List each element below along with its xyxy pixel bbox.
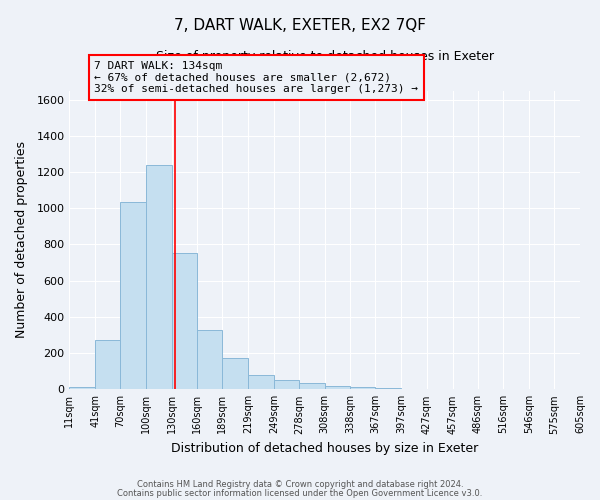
Text: 7 DART WALK: 134sqm
← 67% of detached houses are smaller (2,672)
32% of semi-det: 7 DART WALK: 134sqm ← 67% of detached ho…	[94, 61, 418, 94]
Bar	[299, 383, 325, 390]
Bar	[248, 375, 274, 390]
Bar	[95, 340, 120, 390]
Bar	[146, 165, 172, 390]
Text: Contains HM Land Registry data © Crown copyright and database right 2024.: Contains HM Land Registry data © Crown c…	[137, 480, 463, 489]
Bar	[325, 386, 350, 390]
Text: 7, DART WALK, EXETER, EX2 7QF: 7, DART WALK, EXETER, EX2 7QF	[174, 18, 426, 32]
Bar	[197, 330, 223, 390]
Title: Size of property relative to detached houses in Exeter: Size of property relative to detached ho…	[155, 50, 494, 63]
Y-axis label: Number of detached properties: Number of detached properties	[15, 142, 28, 338]
Bar	[120, 202, 146, 390]
Bar	[376, 388, 401, 390]
X-axis label: Distribution of detached houses by size in Exeter: Distribution of detached houses by size …	[171, 442, 478, 455]
Bar	[70, 388, 95, 390]
Text: Contains public sector information licensed under the Open Government Licence v3: Contains public sector information licen…	[118, 488, 482, 498]
Bar	[223, 358, 248, 390]
Bar	[401, 389, 427, 390]
Bar	[350, 388, 376, 390]
Bar	[274, 380, 299, 390]
Bar	[172, 252, 197, 390]
